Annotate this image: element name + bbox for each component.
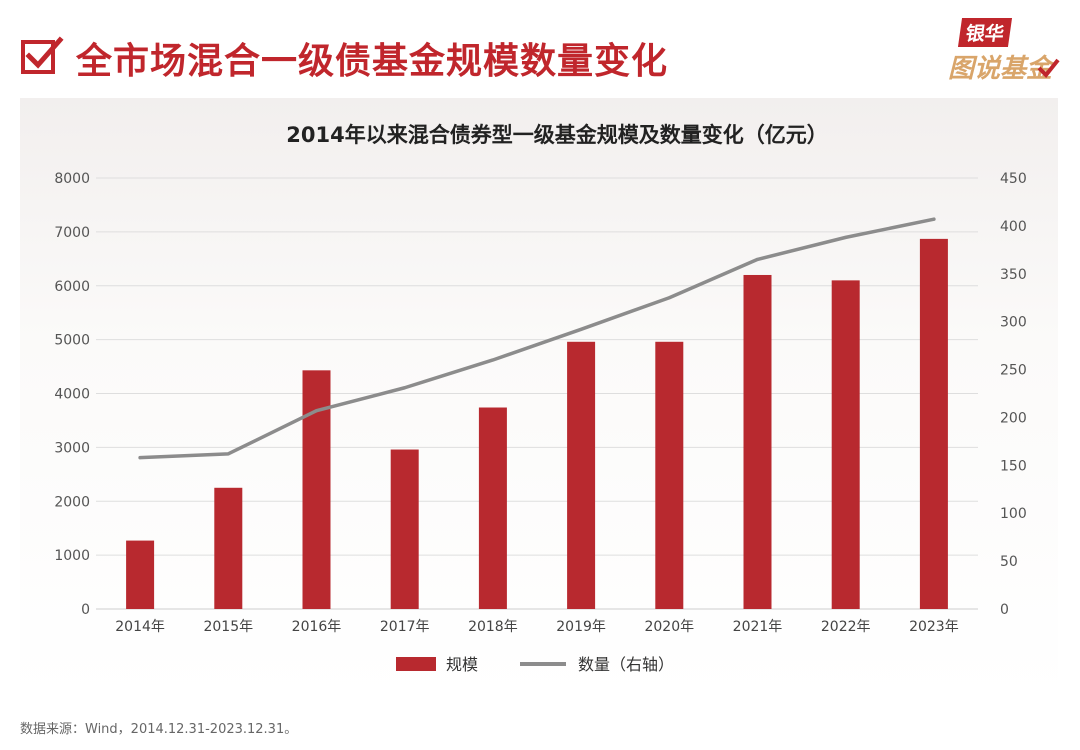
y-left-tick-label: 5000 <box>54 333 90 349</box>
y-left-tick-label: 0 <box>81 602 90 618</box>
chart-title: 2014年以来混合债券型一级基金规模及数量变化（亿元） <box>286 123 827 147</box>
legend-label-line: 数量（右轴） <box>578 655 674 674</box>
line-point <box>756 257 759 261</box>
brand-logo-bottom: 图说基金 <box>947 54 1052 84</box>
bar <box>302 370 331 609</box>
y-right-tick-label: 250 <box>1000 363 1027 379</box>
line-point <box>579 327 583 331</box>
y-right-tick-label: 300 <box>1000 315 1027 331</box>
x-tick-label: 2014年 <box>115 619 165 635</box>
line-point <box>667 296 671 300</box>
line-point <box>932 217 936 221</box>
y-right-tick-label: 50 <box>1000 554 1018 570</box>
y-left-tick-label: 3000 <box>54 440 90 456</box>
line-point <box>315 409 318 413</box>
y-right-tick-label: 150 <box>1000 458 1027 474</box>
bar <box>390 449 419 609</box>
bar <box>831 280 860 609</box>
chart: 2014年以来混合债券型一级基金规模及数量变化（亿元）0100020003000… <box>54 123 1027 674</box>
y-left-tick-label: 1000 <box>54 548 90 564</box>
x-tick-label: 2022年 <box>821 619 871 635</box>
checkbox-icon <box>21 36 64 74</box>
bar <box>214 487 243 609</box>
brand-logo: 银华 图说基金 <box>930 18 1060 88</box>
y-right-tick-label: 100 <box>1000 506 1027 522</box>
header: 全市场混合一级债基金规模数量变化 银华 图说基金 <box>20 18 1060 88</box>
x-tick-label: 2015年 <box>203 619 253 635</box>
x-tick-label: 2020年 <box>644 619 694 635</box>
bar <box>919 238 948 609</box>
page-title: 全市场混合一级债基金规模数量变化 <box>76 41 669 82</box>
bar <box>126 540 155 609</box>
line-point <box>226 452 230 456</box>
y-left-tick-label: 8000 <box>54 171 90 187</box>
x-tick-label: 2017年 <box>380 619 430 635</box>
y-left-tick-label: 4000 <box>54 387 90 403</box>
y-right-tick-label: 0 <box>1000 602 1009 618</box>
y-right-tick-label: 400 <box>1000 219 1027 235</box>
legend-label-bar: 规模 <box>446 655 478 674</box>
x-tick-label: 2018年 <box>468 619 518 635</box>
line-point <box>138 456 142 460</box>
brand-logo-top: 银华 <box>957 18 1013 47</box>
y-right-tick-label: 200 <box>1000 410 1027 426</box>
bar <box>478 407 507 609</box>
line-point <box>491 358 495 362</box>
y-right-tick-label: 350 <box>1000 267 1027 283</box>
source-note: 数据来源：Wind，2014.12.31-2023.12.31。 <box>20 722 298 737</box>
bar <box>743 274 772 609</box>
x-tick-label: 2023年 <box>909 619 959 635</box>
bar <box>655 341 684 609</box>
series-line <box>138 217 936 460</box>
brand-check-icon <box>1037 58 1060 78</box>
bar <box>567 341 596 609</box>
y-left-tick-label: 7000 <box>54 225 90 241</box>
legend-swatch-bar <box>396 657 436 671</box>
x-tick-label: 2016年 <box>292 619 342 635</box>
y-right-tick-label: 450 <box>1000 171 1027 187</box>
chart-panel: 2014年以来混合债券型一级基金规模及数量变化（亿元） 0 1000 2000 3000… <box>20 98 1058 700</box>
x-tick-label: 2019年 <box>556 619 606 635</box>
y-left-tick-label: 2000 <box>54 494 90 510</box>
line-point <box>403 386 407 390</box>
x-tick-label: 2021年 <box>733 619 783 635</box>
line-point <box>844 235 848 239</box>
y-left-tick-label: 6000 <box>54 279 90 295</box>
